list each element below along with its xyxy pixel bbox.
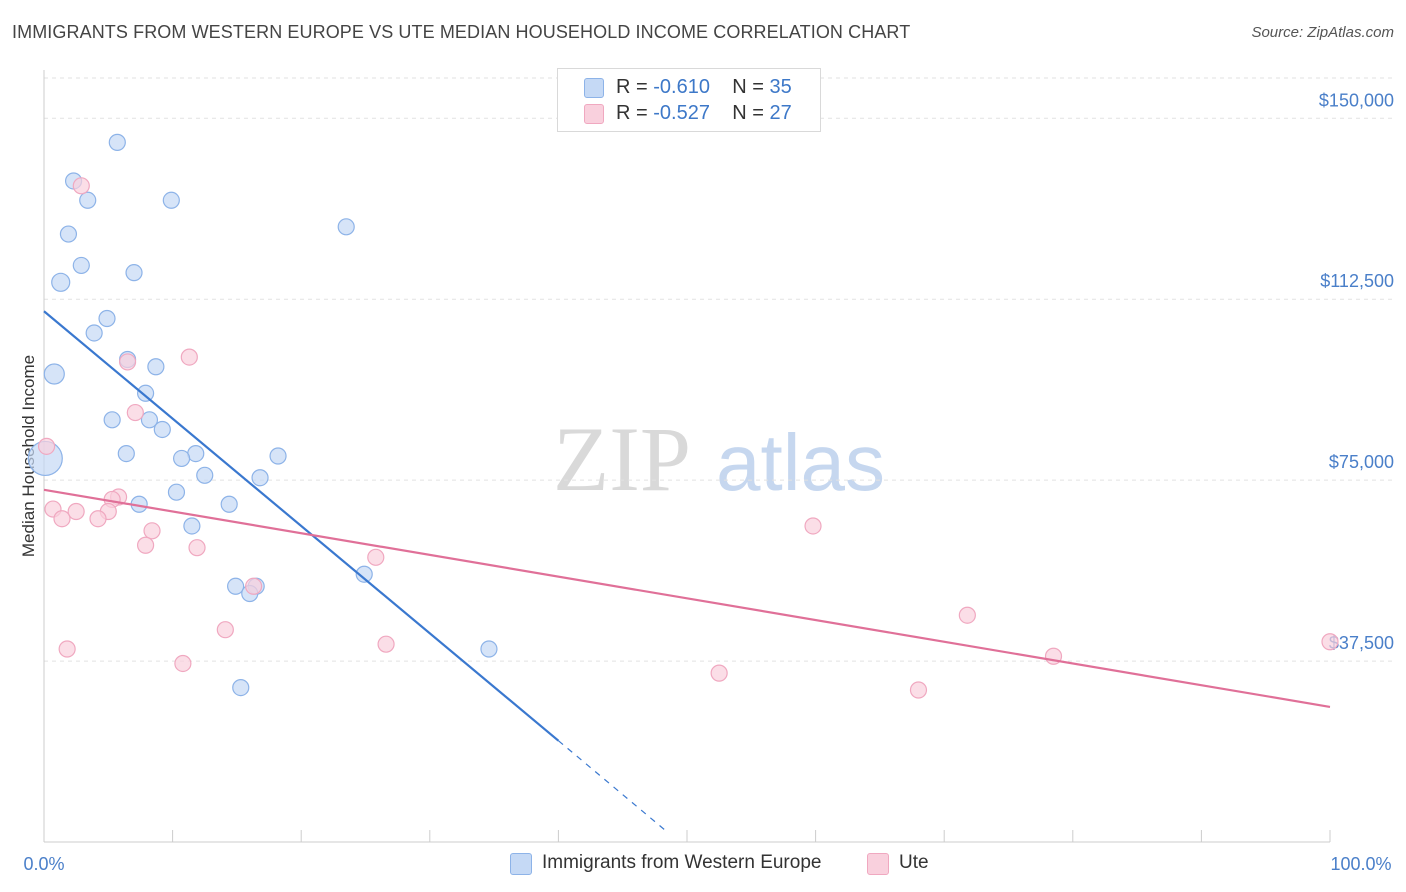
watermark-atlas: atlas xyxy=(716,418,885,507)
point-ute xyxy=(377,635,395,653)
point-western-europe xyxy=(480,640,498,658)
point-western-europe xyxy=(43,363,65,385)
point-ute xyxy=(118,353,137,371)
legend-n-value-western-europe: 35 xyxy=(769,76,792,98)
legend-r-value-western-europe: -0.610 xyxy=(653,76,710,98)
legend-n-value-ute: 27 xyxy=(769,102,792,124)
point-ute xyxy=(216,621,234,639)
point-ute xyxy=(72,177,90,195)
point-western-europe xyxy=(79,191,97,209)
point-western-europe xyxy=(153,420,171,439)
chart-source: Source: ZipAtlas.com xyxy=(1251,24,1394,41)
point-western-europe xyxy=(136,384,155,402)
point-western-europe xyxy=(337,218,355,236)
point-western-europe xyxy=(59,225,78,243)
point-ute xyxy=(89,510,107,528)
point-western-europe xyxy=(125,264,143,282)
point-ute xyxy=(710,664,728,682)
point-ute xyxy=(1321,633,1339,651)
point-western-europe xyxy=(51,272,71,292)
point-ute xyxy=(53,510,71,528)
trend-line-ute xyxy=(43,488,1331,708)
point-ute xyxy=(180,348,198,366)
point-western-europe xyxy=(167,483,186,501)
point-ute xyxy=(245,577,263,595)
point-western-europe xyxy=(227,577,245,595)
point-western-europe xyxy=(183,517,201,535)
legend-n-label: N = xyxy=(732,76,764,98)
point-ute xyxy=(804,517,822,535)
point-western-europe xyxy=(173,449,191,468)
point-western-europe xyxy=(117,444,135,463)
bottom-legend-swatch-ute xyxy=(867,853,889,875)
legend-n-label: N = xyxy=(732,102,764,124)
correlation-legend: R = -0.610 N = 35 R = -0.527 N = 27 xyxy=(557,68,821,132)
legend-r-value-ute: -0.527 xyxy=(653,102,710,124)
watermark-zip: ZIP xyxy=(553,408,691,510)
y-tick-label: $75,000 xyxy=(1329,452,1394,472)
point-western-europe xyxy=(196,466,214,484)
point-western-europe xyxy=(251,469,269,487)
point-western-europe xyxy=(98,309,116,328)
x-tick-label-right: 100.0% xyxy=(1330,854,1391,874)
point-western-europe xyxy=(147,358,165,376)
point-ute xyxy=(958,606,976,624)
point-western-europe xyxy=(355,565,373,583)
point-western-europe xyxy=(103,411,121,429)
point-western-europe xyxy=(85,324,103,342)
point-western-europe xyxy=(162,191,180,209)
point-western-europe xyxy=(269,447,287,465)
legend-r-label: R = xyxy=(616,102,648,124)
point-western-europe xyxy=(220,495,238,513)
point-western-europe xyxy=(108,133,126,151)
point-ute xyxy=(143,522,161,540)
y-tick-label: $150,000 xyxy=(1319,90,1394,110)
point-western-europe xyxy=(140,411,159,429)
point-ute xyxy=(37,437,56,455)
point-ute xyxy=(367,548,385,566)
point-western-europe xyxy=(72,256,90,275)
legend-swatch-western-europe xyxy=(584,78,604,98)
point-ute xyxy=(67,502,85,521)
y-tick-label: $37,500 xyxy=(1329,633,1394,653)
point-western-europe xyxy=(232,678,250,697)
point-ute xyxy=(58,640,76,658)
legend-r-label: R = xyxy=(616,76,648,98)
trend-line-western-europe xyxy=(43,310,560,742)
legend-swatch-ute xyxy=(584,104,604,124)
point-ute xyxy=(174,654,192,673)
x-tick-label-left: 0.0% xyxy=(23,854,64,874)
point-ute xyxy=(909,681,928,699)
point-ute xyxy=(126,403,144,422)
bottom-legend-swatch-western-europe xyxy=(510,853,532,875)
y-tick-label: $112,500 xyxy=(1320,271,1394,291)
chart-title: IMMIGRANTS FROM WESTERN EUROPE VS UTE ME… xyxy=(12,22,911,42)
point-ute xyxy=(136,536,155,554)
point-ute xyxy=(188,539,206,557)
bottom-legend-label-western-europe: Immigrants from Western Europe xyxy=(542,852,822,873)
trend-line-extension-western-europe xyxy=(558,740,669,833)
bottom-legend-label-ute: Ute xyxy=(899,852,929,873)
